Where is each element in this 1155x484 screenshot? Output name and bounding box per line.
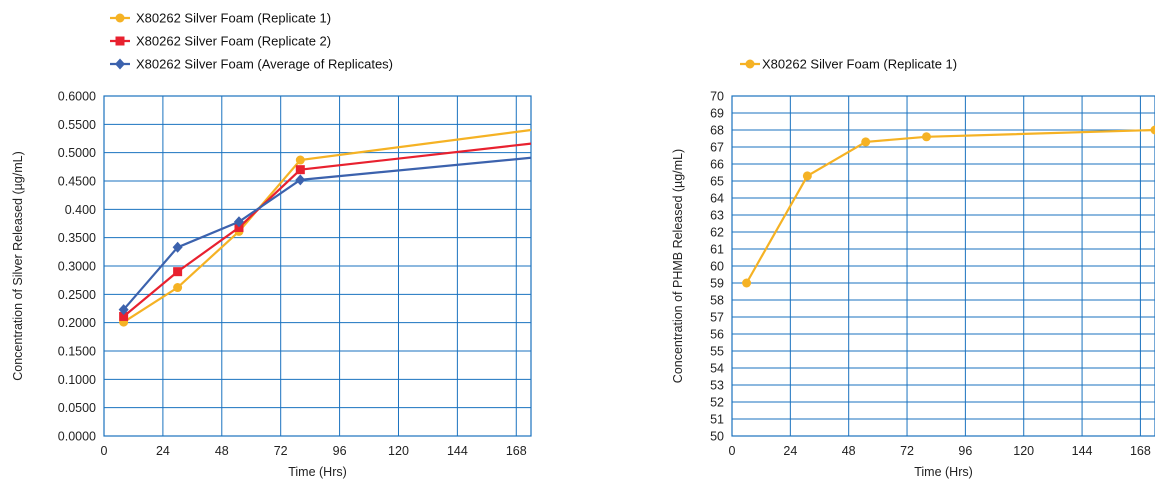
x-tick-label: 24 bbox=[156, 444, 170, 458]
x-tick-label: 120 bbox=[388, 444, 409, 458]
y-tick-label: 0.6000 bbox=[58, 90, 96, 104]
y-tick-label: 59 bbox=[710, 277, 724, 291]
y-tick-label: 0.2500 bbox=[58, 288, 96, 302]
y-tick-label: 50 bbox=[710, 430, 724, 444]
data-point bbox=[173, 267, 183, 277]
chart-2-gridlines bbox=[731, 95, 1155, 437]
y-tick-label: 63 bbox=[710, 209, 724, 223]
plot-frame bbox=[731, 95, 1155, 437]
data-point bbox=[173, 283, 183, 293]
series-3 bbox=[118, 156, 532, 316]
y-axis-title: Concentration of PHMB Released (µg/mL) bbox=[671, 149, 685, 383]
x-tick-label: 72 bbox=[274, 444, 288, 458]
series-1 bbox=[119, 128, 532, 327]
legend-marker bbox=[115, 58, 125, 70]
series-line bbox=[122, 142, 532, 318]
y-tick-label: 0.4500 bbox=[58, 175, 96, 189]
x-axis-title: Time (Hrs) bbox=[288, 465, 347, 479]
chart-2: 50 51 52 53 54 55 56 57 58 59 60 61 62 63 64 65 66 67 68 69… bbox=[671, 57, 1155, 479]
y-tick-label: 0.1500 bbox=[58, 345, 96, 359]
x-tick-label: 48 bbox=[842, 444, 856, 458]
y-tick-label: 66 bbox=[710, 158, 724, 172]
legend-entry: X80262 Silver Foam (Replicate 1) bbox=[110, 11, 331, 26]
x-tick-label: 72 bbox=[900, 444, 914, 458]
series-2 bbox=[119, 142, 532, 321]
legend-label: X80262 Silver Foam (Replicate 2) bbox=[136, 34, 331, 49]
y-tick-label: 69 bbox=[710, 107, 724, 121]
legend-entry: X80262 Silver Foam (Average of Replicate… bbox=[110, 57, 393, 72]
x-tick-label: 0 bbox=[101, 444, 108, 458]
chart-1: 0.0000 0.0500 0.1000 0.1500 0.2000 0.2500 0.30… bbox=[11, 11, 532, 479]
y-tick-label: 57 bbox=[710, 311, 724, 325]
y-tick-label: 61 bbox=[710, 243, 724, 257]
data-point bbox=[295, 165, 305, 175]
legend-label: X80262 Silver Foam (Replicate 1) bbox=[136, 11, 331, 26]
data-point bbox=[921, 132, 931, 142]
data-point bbox=[234, 222, 244, 232]
y-axis-title: Concentration of Silver Released (µg/mL) bbox=[11, 151, 25, 381]
y-tick-label: 52 bbox=[710, 396, 724, 410]
x-tick-label: 24 bbox=[783, 444, 797, 458]
x-tick-label: 144 bbox=[447, 444, 468, 458]
data-point bbox=[118, 304, 129, 316]
y-tick-label: 68 bbox=[710, 124, 724, 138]
data-point bbox=[119, 311, 129, 321]
y-tick-label: 70 bbox=[710, 90, 724, 104]
y-tick-label: 65 bbox=[710, 175, 724, 189]
data-point bbox=[295, 174, 306, 186]
data-point bbox=[1150, 125, 1155, 135]
y-tick-label: 0.0000 bbox=[58, 430, 96, 444]
x-tick-label: 120 bbox=[1013, 444, 1034, 458]
y-tick-label: 60 bbox=[710, 260, 724, 274]
y-tick-label: 0.1000 bbox=[58, 373, 96, 387]
y-tick-label: 0.5000 bbox=[58, 146, 96, 160]
legend-label: X80262 Silver Foam (Replicate 1) bbox=[762, 57, 957, 72]
x-tick-label: 144 bbox=[1072, 444, 1093, 458]
legend-marker bbox=[115, 36, 125, 46]
y-tick-label: 51 bbox=[710, 413, 724, 427]
y-tick-label: 62 bbox=[710, 226, 724, 240]
series-line bbox=[123, 128, 532, 324]
y-tick-label: 0.0500 bbox=[58, 401, 96, 415]
data-point bbox=[861, 137, 871, 147]
legend-marker bbox=[115, 13, 125, 23]
y-tick-label: 0.5500 bbox=[58, 118, 96, 132]
data-point bbox=[802, 171, 812, 181]
legend-label: X80262 Silver Foam (Average of Replicate… bbox=[136, 57, 393, 72]
y-tick-label: 0.3500 bbox=[58, 231, 96, 245]
x-tick-label: 168 bbox=[1130, 444, 1151, 458]
data-point bbox=[172, 241, 183, 253]
y-tick-label: 0.2000 bbox=[58, 316, 96, 330]
y-tick-label: 64 bbox=[710, 192, 724, 206]
series-line bbox=[745, 128, 1155, 284]
legend-marker bbox=[745, 59, 755, 69]
y-tick-label: 55 bbox=[710, 345, 724, 359]
x-tick-label: 48 bbox=[215, 444, 229, 458]
y-tick-label: 0.400 bbox=[65, 203, 96, 217]
chart-1-gridlines bbox=[103, 95, 531, 437]
legend-entry: X80262 Silver Foam (Replicate 1) bbox=[740, 57, 957, 72]
legend-entry: X80262 Silver Foam (Replicate 2) bbox=[110, 34, 331, 49]
y-tick-label: 53 bbox=[710, 379, 724, 393]
x-tick-label: 0 bbox=[729, 444, 736, 458]
plot-frame bbox=[103, 95, 532, 437]
data-point bbox=[233, 216, 244, 228]
x-tick-label: 96 bbox=[333, 444, 347, 458]
y-tick-label: 67 bbox=[710, 141, 724, 155]
x-tick-label: 168 bbox=[506, 444, 527, 458]
data-point bbox=[295, 155, 305, 165]
y-tick-label: 0.3000 bbox=[58, 260, 96, 274]
y-tick-label: 54 bbox=[710, 362, 724, 376]
series-1 bbox=[742, 125, 1155, 288]
x-axis-title: Time (Hrs) bbox=[914, 465, 973, 479]
y-tick-label: 58 bbox=[710, 294, 724, 308]
x-tick-label: 96 bbox=[958, 444, 972, 458]
data-point bbox=[742, 278, 752, 288]
y-tick-label: 56 bbox=[710, 328, 724, 342]
